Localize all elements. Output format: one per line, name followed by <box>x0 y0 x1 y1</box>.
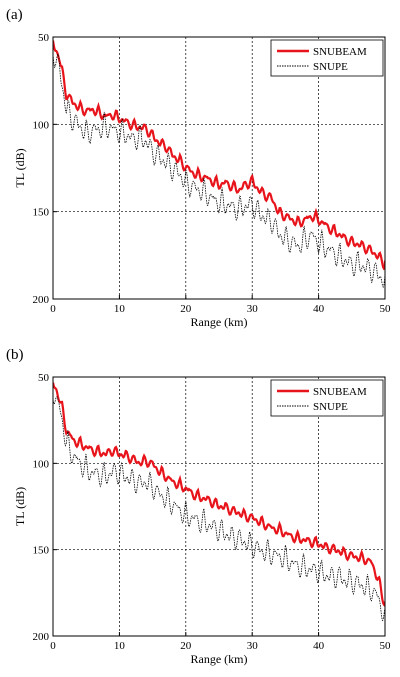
legend-label-snubeam: SNUBEAM <box>313 386 367 398</box>
y-axis-title: TL (dB) <box>13 487 27 526</box>
legend: SNUBEAM SNUPE <box>270 39 384 77</box>
plot-frame <box>52 376 386 637</box>
x-tick-label: 20 <box>180 303 192 315</box>
series-line-snupe <box>53 53 385 289</box>
series-line-snupe <box>53 396 385 622</box>
x-tick-label: 10 <box>114 640 126 652</box>
x-tick-label: 20 <box>180 640 192 652</box>
x-axis-title: Range (km) <box>191 652 248 666</box>
y-tick-label: 100 <box>33 119 50 131</box>
x-tick-label: 0 <box>50 640 56 652</box>
y-tick-label: 200 <box>33 294 50 306</box>
y-tick-label: 150 <box>33 545 50 557</box>
x-tick-label: 0 <box>50 303 56 315</box>
x-tick-label: 50 <box>380 640 392 652</box>
chart-panel-a: (a) 0 10 20 30 40 50 50 100 150 200 Range (km) TL (d… <box>6 7 391 329</box>
panel-label: (b) <box>6 347 24 363</box>
y-tick-label: 200 <box>33 631 50 643</box>
y-tick-label: 50 <box>38 372 50 384</box>
series-line-snubeam <box>53 40 385 271</box>
x-axis-title: Range (km) <box>191 315 248 329</box>
x-tick-label: 30 <box>247 640 259 652</box>
x-tick-label: 30 <box>247 303 259 315</box>
x-tick-label: 40 <box>313 303 325 315</box>
x-tick-label: 10 <box>114 303 126 315</box>
legend: SNUBEAM SNUPE <box>270 379 384 417</box>
panel-label: (a) <box>6 7 23 23</box>
legend-label-snupe: SNUPE <box>313 61 348 73</box>
y-tick-label: 50 <box>38 32 50 44</box>
legend-box <box>270 39 384 77</box>
legend-box <box>270 379 384 417</box>
x-tick-label: 40 <box>313 640 325 652</box>
series-line-snubeam <box>53 382 385 608</box>
legend-label-snupe: SNUPE <box>313 401 348 413</box>
plot-frame <box>52 36 386 300</box>
legend-label-snubeam: SNUBEAM <box>313 46 367 58</box>
x-tick-label: 50 <box>380 303 392 315</box>
y-axis-title: TL (dB) <box>13 148 27 187</box>
chart-panel-b: (b) 0 10 20 30 40 50 50 100 150 200 Range (km) TL (d… <box>6 347 391 666</box>
y-tick-label: 150 <box>33 207 50 219</box>
y-tick-label: 100 <box>33 458 50 470</box>
